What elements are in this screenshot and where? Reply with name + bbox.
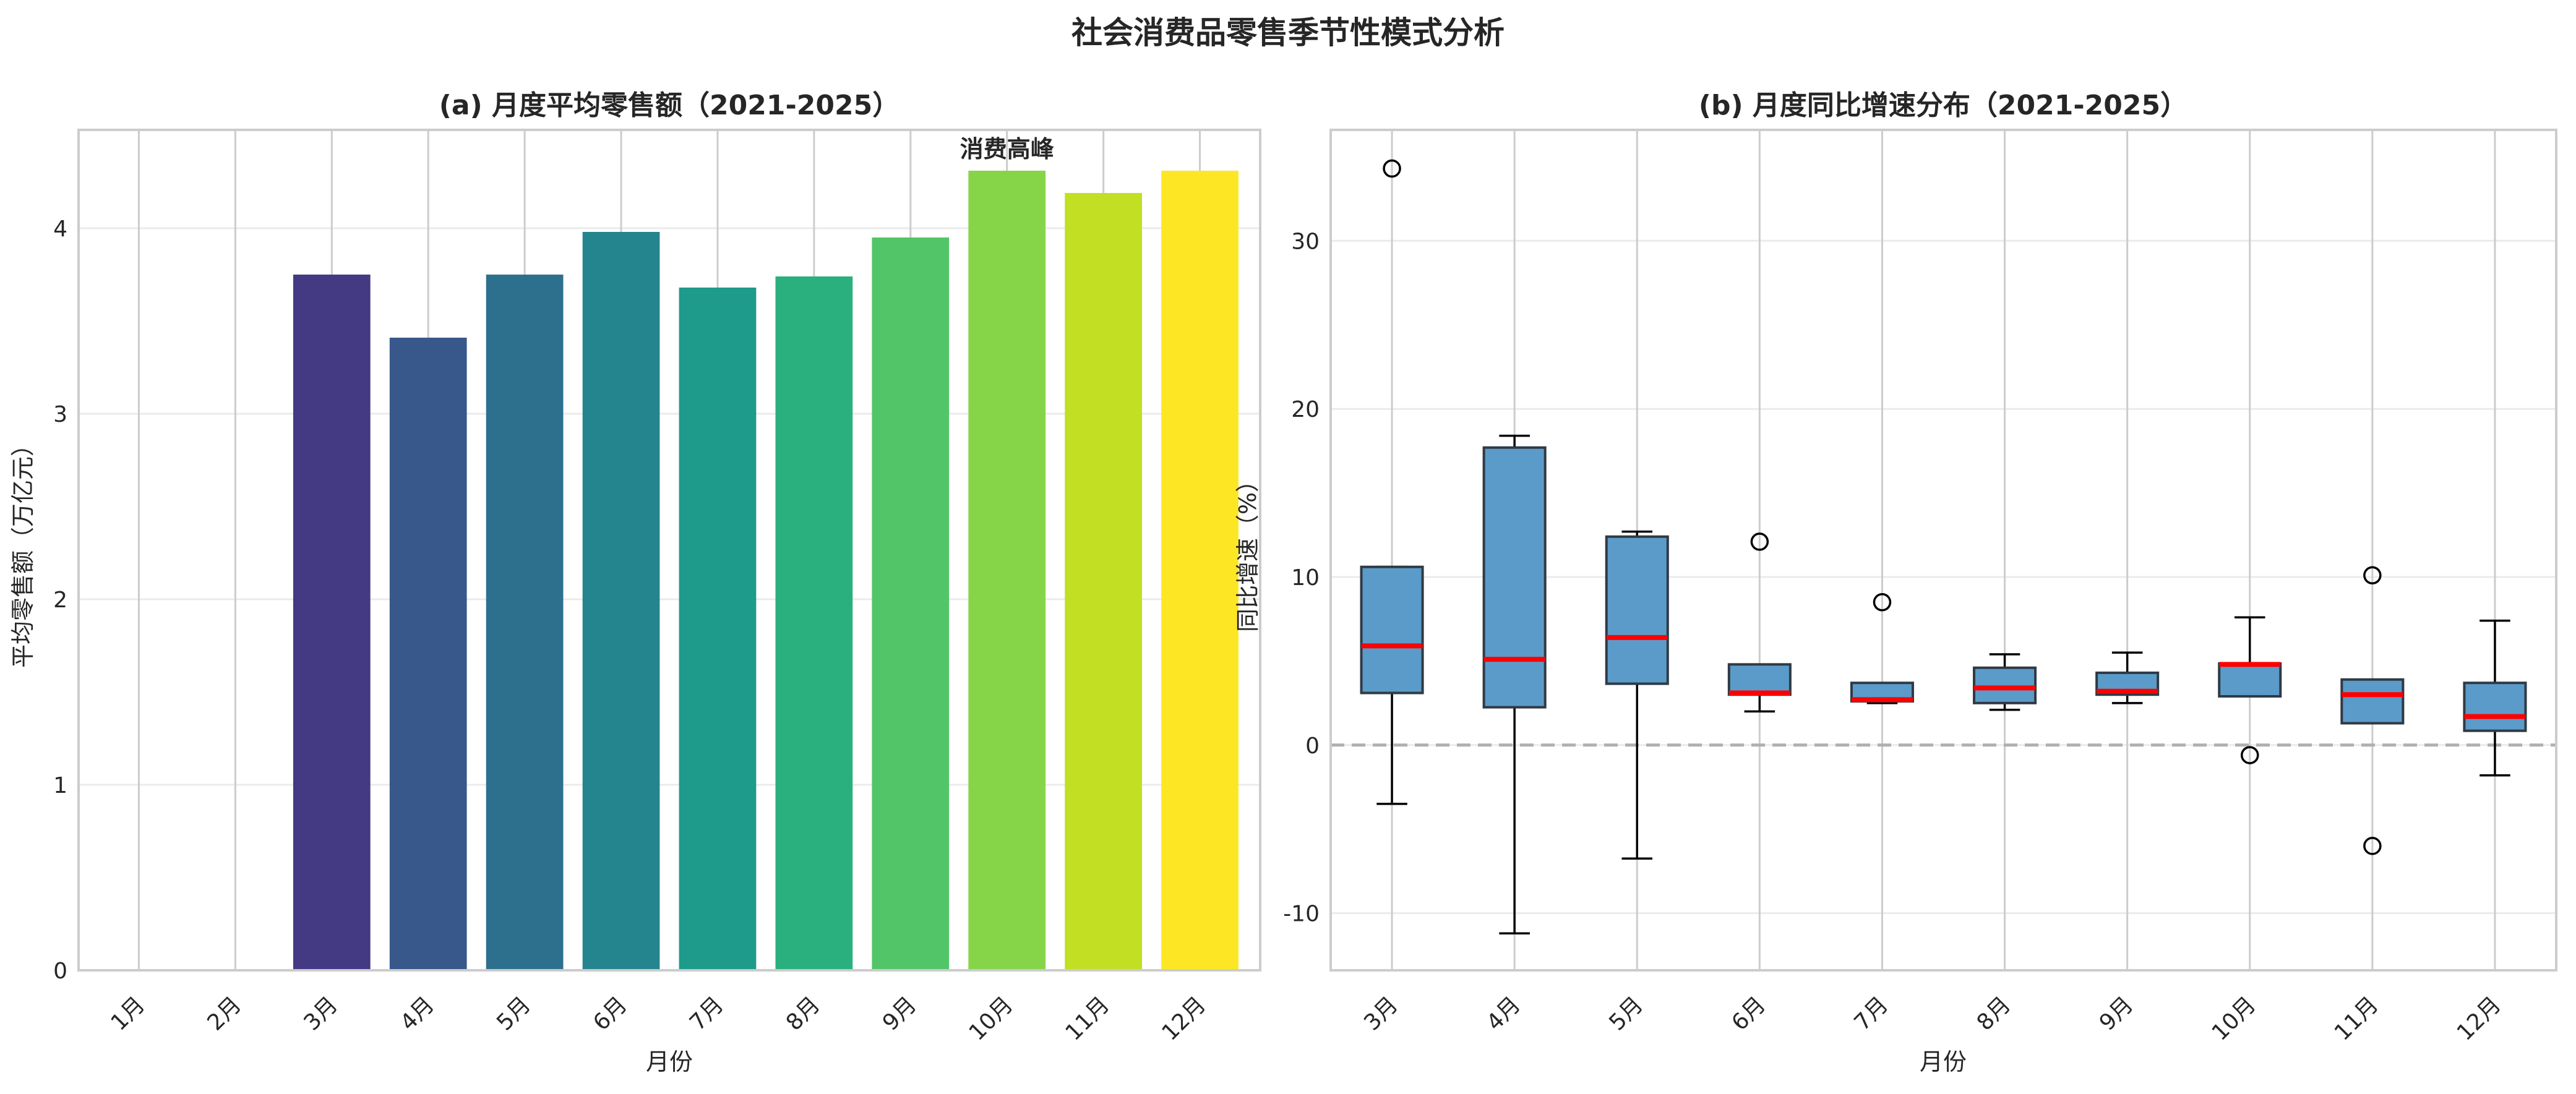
chart-b-ytick-label: 30 <box>1291 229 1320 254</box>
chart-monthly-average: (a) 月度平均零售额（2021-2025） 月份 平均零售额（万亿元） 012… <box>9 90 1261 1075</box>
chart-a-xtick-label: 4月 <box>395 992 439 1036</box>
bar-11月 <box>1065 193 1142 970</box>
chart-a-ylabel: 平均零售额（万亿元） <box>9 433 36 668</box>
chart-b-xtick-label: 7月 <box>1850 992 1894 1036</box>
box-iqr <box>1360 565 1424 694</box>
box-8月 <box>1973 653 2037 711</box>
box-12月 <box>2463 619 2527 777</box>
chart-yoy-boxplot: (b) 月度同比增速分布（2021-2025） 月份 同比增速（%） -10 0 1… <box>1234 90 2557 1075</box>
chart-a-xtick-label: 9月 <box>878 992 922 1036</box>
chart-a-xtick-label: 12月 <box>1157 992 1211 1046</box>
chart-a-xlabel: 月份 <box>646 1048 693 1075</box>
chart-a-ytick-label: 1 <box>53 773 67 798</box>
chart-b-xtick-label: 5月 <box>1604 992 1648 1036</box>
chart-a-xtick-label: 2月 <box>203 992 247 1036</box>
box-11月 <box>2340 566 2405 855</box>
outlier-point <box>2241 746 2259 764</box>
annotation-peak: 消费高峰 <box>960 135 1054 163</box>
bar-9月 <box>872 237 950 970</box>
bar-3月 <box>293 275 371 970</box>
chart-b-ylabel: 同比增速（%） <box>1234 469 1261 632</box>
box-4月 <box>1482 434 1547 934</box>
chart-b-xtick-label: 10月 <box>2207 992 2261 1046</box>
chart-a-title: (a) 月度平均零售额（2021-2025） <box>439 90 899 121</box>
box-iqr <box>2340 678 2405 725</box>
chart-a-ytick-label: 2 <box>53 588 67 613</box>
outlier-point <box>2363 837 2382 855</box>
bar-10月 <box>968 171 1046 970</box>
bar-6月 <box>582 232 660 970</box>
box-6月 <box>1727 532 1792 713</box>
chart-b-ytick-label: 10 <box>1291 565 1320 591</box>
chart-b-xtick-label: 11月 <box>2330 992 2384 1046</box>
chart-b-title: (b) 月度同比增速分布（2021-2025） <box>1699 90 2187 121</box>
chart-a-xtick-label: 6月 <box>588 992 632 1036</box>
box-iqr <box>2218 662 2282 698</box>
plot-frame <box>1329 129 2557 972</box>
outlier-point <box>1873 593 1892 612</box>
chart-b-xtick-label: 9月 <box>2095 992 2139 1036</box>
chart-a-ytick-label: 3 <box>53 402 67 427</box>
chart-b-xlabel: 月份 <box>1920 1048 1967 1075</box>
chart-a-xtick-label: 11月 <box>1061 992 1115 1046</box>
bar-4月 <box>389 338 467 970</box>
chart-b-xtick-label: 3月 <box>1359 992 1403 1036</box>
outlier-point <box>2363 566 2382 585</box>
box-iqr <box>2463 682 2527 732</box>
plot-frame <box>77 129 1261 972</box>
bar-12月 <box>1161 171 1239 970</box>
chart-a-xtick-label: 3月 <box>299 992 343 1036</box>
figure-title: 社会消费品零售季节性模式分析 <box>1071 15 1505 51</box>
outlier-point <box>1383 159 1401 178</box>
chart-a-xtick-label: 7月 <box>685 992 729 1036</box>
outlier-point <box>1750 532 1769 551</box>
chart-b-xtick-label: 8月 <box>1972 992 2016 1036</box>
chart-a-ytick-label: 0 <box>53 959 67 984</box>
box-7月 <box>1850 593 1914 704</box>
box-iqr <box>1605 535 1669 685</box>
chart-b-xtick-label: 6月 <box>1727 992 1771 1036</box>
chart-b-ytick-label: 0 <box>1305 733 1320 759</box>
box-9月 <box>2095 651 2160 704</box>
bar-5月 <box>486 275 564 970</box>
chart-b-ytick-label: -10 <box>1283 902 1320 927</box>
bar-7月 <box>679 288 757 970</box>
chart-a-xtick-label: 1月 <box>106 992 150 1036</box>
chart-b-xtick-label: 4月 <box>1482 992 1526 1036</box>
box-5月 <box>1605 530 1669 860</box>
chart-b-ytick-label: 20 <box>1291 397 1320 422</box>
chart-a-xtick-label: 8月 <box>781 992 825 1036</box>
chart-b-xtick-label: 12月 <box>2452 992 2506 1046</box>
box-iqr <box>1973 666 2037 704</box>
chart-a-xtick-label: 5月 <box>492 992 536 1036</box>
box-iqr <box>1482 446 1547 709</box>
chart-a-ytick-label: 4 <box>53 216 67 242</box>
box-iqr <box>1727 663 1792 696</box>
box-10月 <box>2218 616 2282 764</box>
bar-8月 <box>775 276 853 970</box>
box-3月 <box>1360 159 1424 805</box>
chart-a-xtick-label: 10月 <box>964 992 1018 1046</box>
